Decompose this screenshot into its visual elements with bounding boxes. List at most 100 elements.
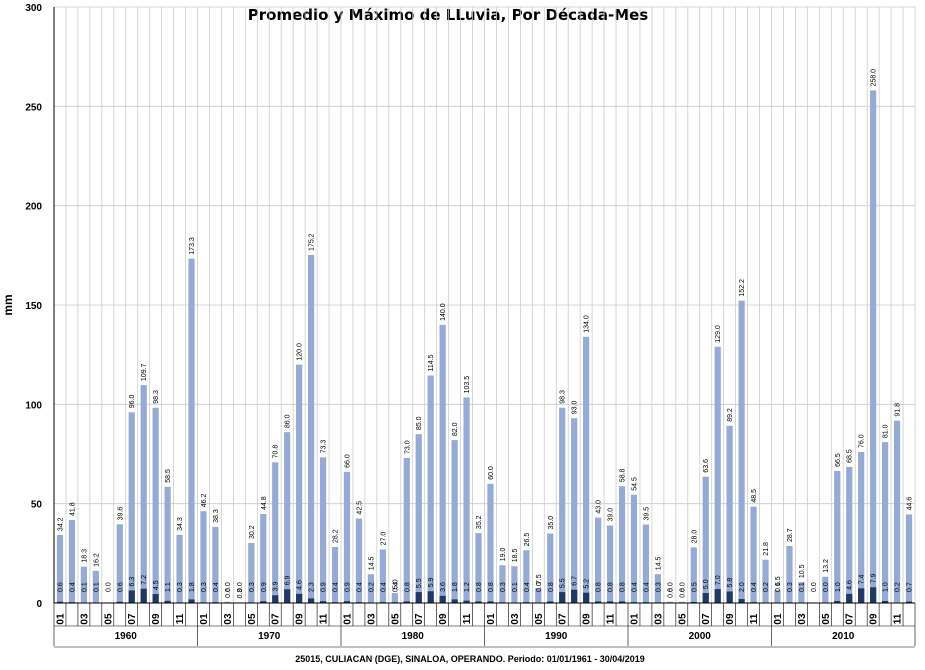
mean-value-label: 4.5 bbox=[153, 580, 160, 590]
y-axis-label: mm bbox=[1, 294, 15, 315]
month-tick-label: 03 bbox=[797, 613, 808, 625]
max-bar bbox=[905, 514, 913, 603]
max-bar bbox=[678, 601, 685, 603]
max-bar bbox=[415, 434, 422, 603]
max-bar bbox=[319, 457, 327, 603]
mean-value-label: 0.4 bbox=[333, 582, 340, 592]
month-tick-label: 05 bbox=[103, 613, 114, 625]
grid-layer bbox=[53, 6, 916, 604]
max-bar bbox=[92, 570, 99, 603]
max-bar bbox=[164, 486, 171, 603]
mean-value-label: 0.3 bbox=[201, 582, 208, 592]
max-bar bbox=[427, 375, 434, 603]
max-value-label: 0.6 bbox=[679, 588, 686, 598]
max-value-label: 58.8 bbox=[620, 468, 627, 482]
mean-bar bbox=[439, 595, 446, 603]
y-tick-label: 100 bbox=[25, 400, 42, 411]
max-value-label: 140.0 bbox=[440, 303, 447, 321]
month-tick-label: 11 bbox=[749, 613, 760, 624]
max-bar bbox=[475, 533, 482, 603]
mean-bar bbox=[583, 592, 590, 603]
month-tick-label: 05 bbox=[821, 613, 832, 625]
mean-bar bbox=[559, 592, 566, 603]
mean-bar bbox=[738, 599, 745, 603]
max-bar bbox=[248, 543, 255, 603]
decade-label: 1990 bbox=[545, 631, 568, 642]
mean-value-label: 0.4 bbox=[643, 582, 650, 592]
max-value-label: 18.3 bbox=[81, 549, 88, 563]
mean-value-label: 0.6 bbox=[117, 582, 124, 592]
max-bar bbox=[188, 258, 195, 603]
mean-value-label: 5.8 bbox=[727, 578, 734, 588]
max-bar bbox=[893, 420, 901, 603]
max-bar bbox=[272, 462, 279, 603]
max-value-label: 38.3 bbox=[213, 509, 220, 523]
max-bar bbox=[355, 518, 363, 603]
max-bar bbox=[654, 574, 662, 603]
mean-bar bbox=[343, 601, 351, 603]
max-value-label: 81.0 bbox=[883, 424, 890, 438]
mean-bar bbox=[128, 590, 135, 603]
max-value-label: 46.2 bbox=[201, 493, 208, 507]
mean-value-label: 0.8 bbox=[548, 582, 555, 592]
month-tick-label: 03 bbox=[366, 613, 377, 625]
max-value-label: 93.0 bbox=[572, 401, 579, 415]
max-value-label: 98.3 bbox=[153, 390, 160, 404]
month-tick-label: 09 bbox=[438, 613, 449, 625]
mean-bar bbox=[714, 589, 721, 603]
max-value-label: 152.2 bbox=[739, 279, 746, 297]
max-bar bbox=[331, 546, 339, 603]
decade-label: 1960 bbox=[115, 631, 138, 642]
max-bar bbox=[367, 574, 375, 603]
max-bar bbox=[630, 494, 638, 603]
month-tick-label: 07 bbox=[127, 613, 138, 625]
max-value-label: 14.5 bbox=[368, 556, 375, 570]
max-value-label: 54.5 bbox=[631, 477, 638, 491]
mean-bar bbox=[905, 601, 913, 603]
decade-label: 2010 bbox=[832, 631, 855, 642]
month-tick-label: 05 bbox=[677, 613, 688, 625]
max-value-label: 44.8 bbox=[261, 496, 268, 510]
mean-bar bbox=[451, 599, 458, 603]
mean-value-label: 0.3 bbox=[249, 582, 256, 592]
max-bar bbox=[511, 566, 518, 603]
max-value-label: 68.5 bbox=[847, 449, 854, 463]
max-value-label: 96.0 bbox=[129, 395, 136, 409]
mean-value-label: 4.6 bbox=[297, 580, 304, 590]
max-value-label: 60.0 bbox=[488, 466, 495, 480]
mean-value-label: 0.1 bbox=[93, 582, 100, 592]
mean-bar bbox=[547, 601, 554, 603]
mean-bar bbox=[881, 601, 889, 603]
mean-value-label: 0.4 bbox=[392, 582, 399, 592]
max-bar bbox=[200, 511, 207, 603]
max-bar bbox=[583, 336, 590, 603]
mean-bar bbox=[140, 588, 147, 603]
max-bar bbox=[212, 526, 219, 603]
mean-value-label: 3.9 bbox=[273, 581, 280, 591]
mean-bar bbox=[702, 593, 709, 603]
month-tick-label: 11 bbox=[893, 613, 904, 624]
mean-bar bbox=[846, 593, 853, 603]
max-bar bbox=[451, 440, 458, 603]
mean-value-label: 0.4 bbox=[380, 582, 387, 592]
mean-value-label: 0.4 bbox=[524, 582, 531, 592]
mean-bar bbox=[571, 589, 578, 603]
mean-value-label: 0.5 bbox=[691, 582, 698, 592]
month-tick-label: 11 bbox=[319, 613, 330, 624]
max-value-label: 10.5 bbox=[799, 564, 806, 578]
max-value-label: 14.5 bbox=[655, 556, 662, 570]
mean-value-label: 0.0 bbox=[811, 582, 818, 592]
max-bar bbox=[535, 588, 542, 603]
mean-bar bbox=[116, 601, 123, 603]
max-bar bbox=[68, 519, 76, 603]
mean-bar bbox=[858, 588, 865, 603]
max-value-label: 21.8 bbox=[763, 542, 770, 556]
max-value-label: 39.6 bbox=[117, 507, 124, 521]
month-tick-label: 03 bbox=[79, 613, 90, 625]
mean-value-label: 0.8 bbox=[620, 582, 627, 592]
max-bar bbox=[666, 601, 673, 603]
max-value-label: 27.0 bbox=[380, 532, 387, 546]
max-bar bbox=[547, 533, 554, 603]
mean-bar bbox=[272, 595, 279, 603]
